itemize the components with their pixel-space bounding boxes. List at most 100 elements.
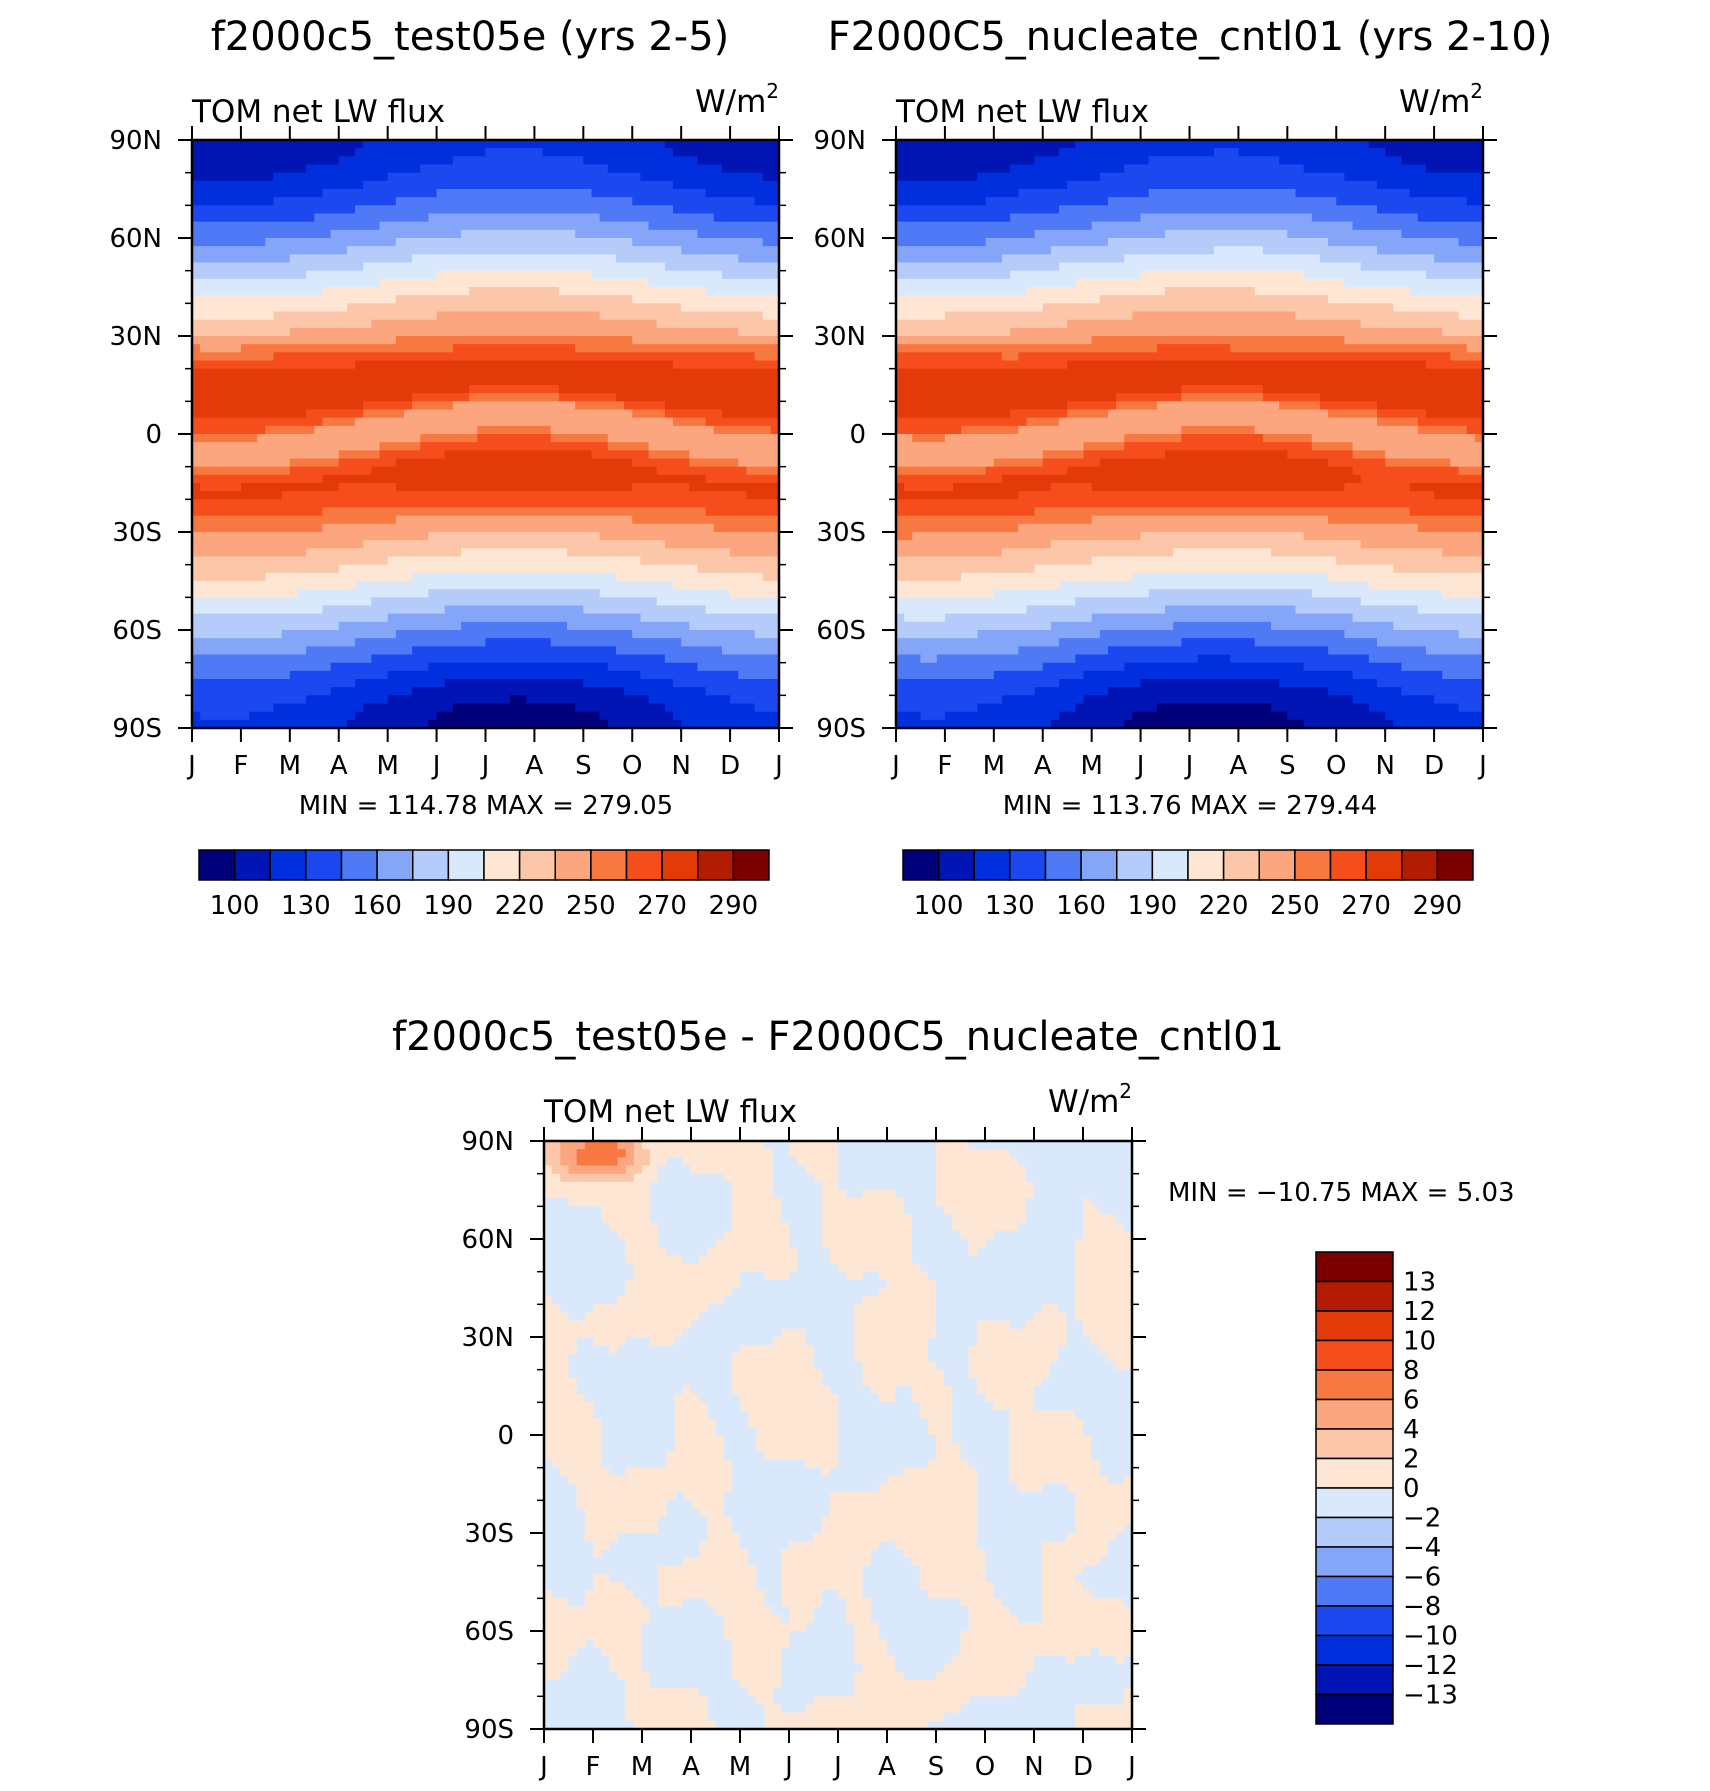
contour-cell (976, 1320, 1011, 1330)
contour-cell (338, 156, 454, 166)
contour-cell (754, 352, 779, 362)
contour-cell (838, 1590, 864, 1599)
contour-cell (968, 1247, 978, 1256)
contour-cell (576, 1337, 594, 1346)
contour-cell (740, 1271, 766, 1281)
contour-cell (780, 1198, 823, 1207)
colorbar-swatch (625, 849, 663, 881)
contour-cell (192, 246, 348, 255)
contour-cell (780, 1206, 823, 1216)
contour-cell (854, 1647, 888, 1657)
contour-cell (829, 1467, 904, 1477)
contour-cell (896, 638, 1060, 647)
contour-cell (650, 1606, 717, 1616)
contour-cell (192, 156, 340, 166)
contour-cell (544, 1524, 586, 1534)
contour-cell (1311, 213, 1419, 223)
contour-cell (862, 1271, 880, 1281)
contour-cell (731, 1524, 823, 1534)
contour-cell (607, 442, 650, 451)
contour-cell (1083, 1230, 1132, 1240)
contour-cell (1009, 1426, 1084, 1436)
contour-cell (740, 1533, 815, 1542)
contour-cell (544, 1443, 602, 1452)
contour-cell (1067, 401, 1117, 411)
contour-cell (731, 1484, 880, 1493)
contour-cell (878, 1622, 970, 1632)
x-tick-label: J (832, 1752, 842, 1782)
contour-cell (1328, 409, 1378, 419)
contour-cell (821, 1590, 839, 1599)
colorbar-label: 12 (1403, 1297, 1436, 1327)
contour-cell (927, 1345, 970, 1354)
contour-cell (568, 1663, 610, 1673)
contour-cell (730, 589, 779, 598)
contour-cell (1042, 1598, 1125, 1608)
contour-cell (1107, 646, 1329, 656)
contour-cell (1115, 1655, 1125, 1665)
contour-cell (1099, 172, 1345, 182)
contour-cell (896, 344, 1158, 353)
contour-cell (1434, 695, 1483, 705)
contour-cell (469, 385, 560, 394)
contour-cell (544, 1190, 651, 1199)
contour-cell (829, 1386, 872, 1395)
contour-cell (862, 1361, 937, 1371)
contour-cell (780, 1214, 823, 1224)
contour-cell (1328, 572, 1483, 582)
contour-cell (633, 1173, 659, 1183)
contour-cell (1066, 1320, 1084, 1330)
contour-cell (813, 1173, 839, 1183)
contour-cell (754, 630, 779, 639)
contour-cell (780, 1582, 864, 1591)
contour-cell (1091, 515, 1329, 525)
contour-cell (936, 1190, 1035, 1199)
contour-cell (192, 442, 381, 451)
contour-cell (550, 434, 609, 443)
contour-cell (192, 229, 332, 239)
y-tick-label: 30S (112, 518, 162, 548)
contour-cell (903, 1198, 937, 1207)
contour-cell (192, 450, 340, 460)
contour-cell (723, 1614, 782, 1624)
contour-cell (650, 1680, 741, 1689)
colorbar-swatch (1258, 849, 1296, 881)
contour-cell (544, 1663, 570, 1673)
contour-cell (968, 1369, 1051, 1379)
contour-cell (731, 1190, 774, 1199)
panel-left-label: TOM net LW flux (191, 94, 445, 130)
contour-cell (730, 548, 779, 558)
contour-cell (1123, 1655, 1132, 1665)
contour-cell (1417, 425, 1468, 435)
contour-cell (896, 523, 1019, 533)
contour-cell (355, 360, 674, 370)
colorbar-swatch (902, 849, 940, 881)
contour-cell (976, 1475, 1011, 1485)
contour-cell (707, 1516, 733, 1526)
contour-cell (748, 1418, 839, 1428)
contour-cell (192, 336, 397, 345)
contour-cell (746, 466, 779, 476)
contour-cell (1001, 695, 1085, 705)
contour-cell (715, 1426, 757, 1436)
contour-cell (813, 1606, 847, 1616)
contour-cell (1450, 352, 1483, 362)
colorbar-swatch (198, 849, 236, 881)
contour-cell (896, 719, 1052, 728)
contour-cell (544, 1345, 578, 1354)
panel-title: f2000c5_test05e (yrs 2-5) (211, 14, 730, 60)
contour-cell (1074, 1279, 1132, 1289)
contour-cell (1067, 319, 1362, 329)
contour-cell (1466, 425, 1483, 435)
contour-cell (265, 425, 315, 435)
contour-cell (192, 189, 324, 198)
contour-cell (544, 1255, 627, 1265)
contour-cell (1344, 630, 1460, 639)
contour-cell (936, 1288, 1076, 1297)
x-tick-label: D (720, 751, 740, 781)
contour-cell (870, 1598, 962, 1608)
contour-cell (936, 1320, 978, 1330)
contour-cell (1075, 140, 1370, 149)
contour-cell (192, 376, 779, 386)
contour-cell (642, 1165, 659, 1175)
